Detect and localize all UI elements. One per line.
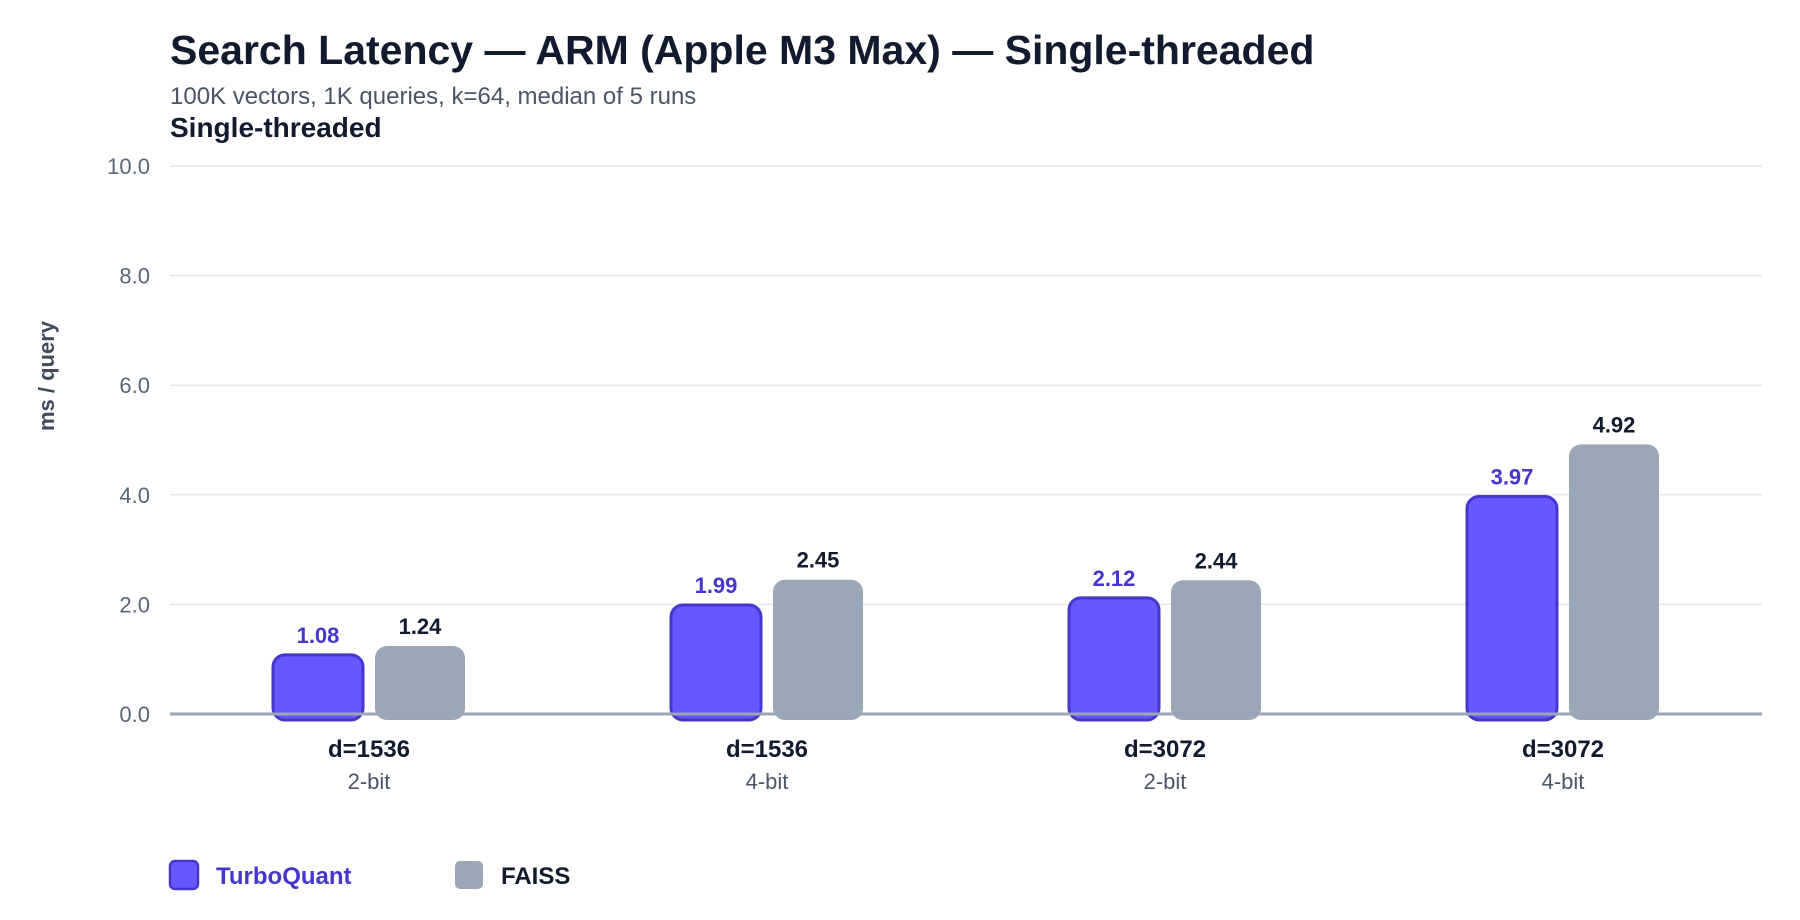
category-label: d=3072: [1522, 736, 1604, 763]
y-axis-label: ms / query: [34, 320, 59, 431]
y-tick-label: 2.0: [119, 592, 150, 617]
bars: [170, 444, 1762, 722]
bar-turboquant: [669, 603, 763, 722]
legend-swatch-turboquant: [168, 859, 200, 891]
y-axis-ticks: 0.0 2.0 4.0 6.0 8.0 10.0: [107, 154, 150, 727]
bar-faiss: [375, 646, 465, 720]
value-label: 1.24: [399, 614, 443, 639]
category-label: d=3072: [1124, 736, 1206, 763]
value-label: 2.12: [1093, 566, 1136, 591]
value-label: 1.08: [297, 623, 340, 648]
y-tick-label: 0.0: [119, 702, 150, 727]
category-label: d=1536: [328, 736, 410, 763]
x-axis-categories: d=1536 2-bit d=1536 4-bit d=3072 2-bit d=3072 4…: [328, 736, 1604, 794]
category-sublabel: 4-bit: [746, 769, 789, 794]
legend-label-faiss: FAISS: [501, 863, 570, 890]
category-sublabel: 2-bit: [348, 769, 391, 794]
legend-label-turboquant: TurboQuant: [216, 863, 352, 890]
category-label: d=1536: [726, 736, 808, 763]
section-label: Single-threaded: [170, 112, 382, 143]
y-tick-label: 8.0: [119, 264, 150, 289]
bar-turboquant: [271, 653, 365, 722]
bar-turboquant: [1465, 494, 1559, 722]
bar-faiss: [1171, 580, 1261, 720]
value-labels: 1.08 1.24 1.99 2.45 2.12 2.44 3.97 4.92: [297, 412, 1636, 647]
chart-subtitle: 100K vectors, 1K queries, k=64, median o…: [170, 83, 696, 110]
value-label: 3.97: [1491, 464, 1534, 489]
value-label: 4.92: [1593, 412, 1636, 437]
legend-swatch-faiss: [455, 861, 483, 889]
bar-faiss: [773, 579, 863, 720]
legend: TurboQuant FAISS: [168, 859, 570, 891]
y-tick-label: 10.0: [107, 154, 150, 179]
value-label: 2.45: [797, 548, 840, 573]
chart-title: Search Latency — ARM (Apple M3 Max) — Si…: [170, 27, 1314, 73]
bar-faiss: [1569, 444, 1659, 720]
category-sublabel: 2-bit: [1144, 769, 1187, 794]
y-tick-label: 6.0: [119, 373, 150, 398]
value-label: 2.44: [1195, 548, 1239, 573]
value-label: 1.99: [695, 573, 738, 598]
bar-turboquant: [1067, 596, 1161, 722]
category-sublabel: 4-bit: [1542, 769, 1585, 794]
y-tick-label: 4.0: [119, 483, 150, 508]
